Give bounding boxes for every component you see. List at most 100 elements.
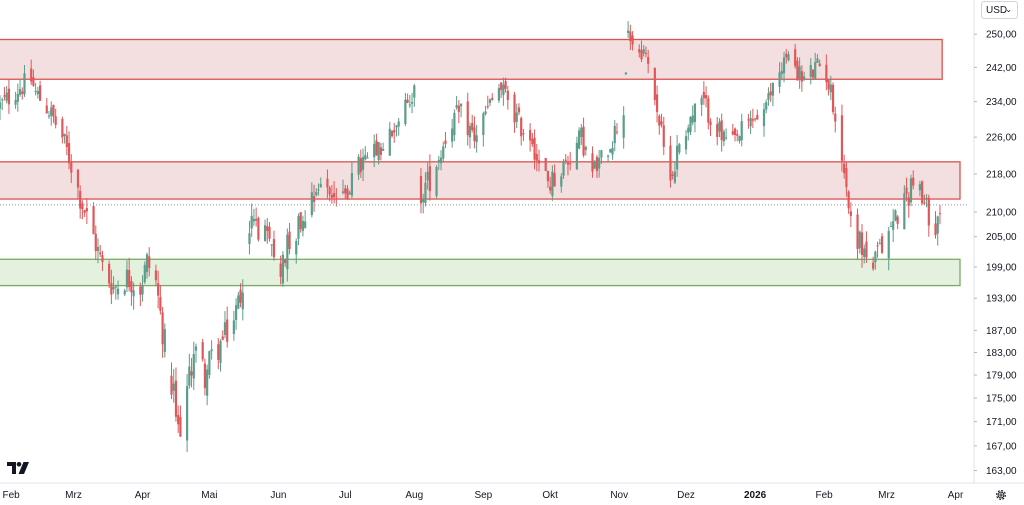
candle: [800, 65, 803, 92]
candle-body: [379, 147, 382, 155]
candle-body: [484, 111, 487, 115]
support-zone-2: [0, 258, 961, 287]
candle-body: [14, 100, 17, 105]
price-tick-label: 218,00: [986, 169, 1017, 180]
time-tick-label: Apr: [948, 490, 964, 501]
candle: [38, 80, 42, 101]
candle: [580, 124, 583, 146]
candle: [47, 110, 51, 119]
candle: [762, 103, 766, 137]
candle-body: [395, 125, 398, 128]
candle-body: [733, 128, 737, 136]
candle-body: [272, 239, 276, 258]
candle-body: [255, 218, 258, 221]
price-tick: 179,00: [974, 371, 1017, 382]
candle: [912, 170, 915, 190]
time-axis[interactable]: Feb Mrz Apr Mai Jun Jul Aug Sep Okt Nov Dez 2026 Feb…: [0, 482, 1024, 501]
candle: [170, 362, 173, 400]
gear-icon[interactable]: [995, 489, 1007, 501]
candle-body: [740, 121, 743, 141]
candle-body: [515, 112, 518, 122]
candle: [161, 306, 164, 358]
candle-body: [840, 115, 844, 161]
candle-body: [673, 171, 676, 183]
candle: [687, 124, 690, 141]
candle: [827, 79, 830, 96]
time-tick-label: Jun: [270, 490, 286, 501]
candle-body: [201, 342, 204, 360]
candle: [767, 87, 770, 106]
candle: [92, 202, 95, 235]
candle: [740, 113, 743, 147]
candle-body: [326, 178, 329, 188]
candle: [506, 85, 509, 110]
candle: [190, 357, 193, 388]
candle-body: [128, 270, 131, 288]
candle-body: [45, 105, 48, 114]
candle-body: [687, 127, 690, 133]
currency-label: USD: [986, 4, 1008, 16]
candle: [624, 71, 627, 75]
candle-body: [562, 161, 565, 176]
candle: [310, 182, 313, 218]
currency-selector-button[interactable]: USD ⌄: [981, 1, 1018, 19]
candle-body: [611, 148, 614, 155]
candle-body: [560, 176, 563, 187]
candle: [255, 207, 258, 227]
candle-body: [364, 154, 367, 160]
time-tick-label: Feb: [816, 490, 834, 501]
candle-body: [3, 95, 6, 97]
candle: [622, 106, 625, 149]
candle: [79, 185, 82, 219]
price-tick: 183,00: [974, 348, 1017, 359]
candle: [840, 104, 844, 172]
candle-body: [223, 322, 227, 335]
candle-body: [270, 244, 273, 246]
price-tick: 163,00: [974, 466, 1017, 477]
candle: [671, 170, 674, 180]
candle: [591, 146, 594, 178]
price-axis[interactable]: 250,00 242,00 234,00 226,00 218,00 210,00 205,…: [973, 0, 1017, 483]
candle-body: [333, 193, 336, 198]
time-tick: 2026: [744, 490, 767, 501]
candle: [328, 185, 331, 202]
candle-body: [814, 62, 817, 79]
candle-body: [802, 76, 806, 79]
candle-body: [767, 93, 770, 100]
candle: [863, 244, 866, 264]
candle-body: [716, 124, 719, 137]
candle: [177, 405, 180, 434]
candle-body: [834, 113, 837, 122]
candle-body: [466, 101, 469, 136]
candle-body: [148, 256, 151, 269]
candle-body: [905, 187, 908, 194]
candle-body: [428, 166, 431, 192]
candle: [845, 161, 848, 197]
candle: [716, 116, 719, 146]
candle: [731, 123, 734, 136]
candle-body: [315, 191, 318, 196]
candle-body: [725, 137, 728, 139]
candle: [344, 184, 347, 200]
tradingview-logo[interactable]: [7, 462, 29, 474]
candle-body: [375, 140, 378, 156]
candle-body: [344, 188, 347, 194]
candle: [849, 202, 852, 228]
candle: [515, 103, 518, 129]
candle: [65, 125, 68, 156]
candle: [927, 194, 930, 237]
candle-body: [482, 113, 485, 136]
candle: [653, 67, 656, 106]
candle: [640, 40, 643, 63]
candle: [504, 77, 507, 93]
candle: [281, 251, 284, 287]
candle-body: [208, 351, 211, 375]
candle: [317, 183, 320, 196]
candle: [333, 181, 336, 204]
candle: [154, 264, 158, 287]
candle-body: [366, 157, 369, 159]
candle-body: [622, 115, 625, 138]
candle: [36, 86, 39, 99]
price-tick: 226,00: [974, 133, 1017, 144]
